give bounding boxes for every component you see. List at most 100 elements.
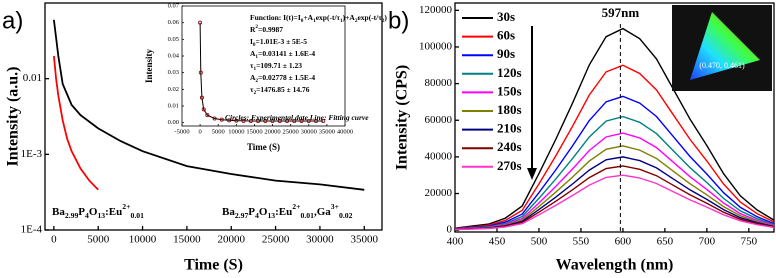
legend-label: 120s (497, 65, 522, 80)
x-axis-label: Time (S) (184, 257, 243, 274)
y-tick-label: 0.01 (168, 102, 179, 109)
superscript: 2 (255, 24, 258, 30)
x-tick-label: 30000 (301, 128, 317, 135)
subscript: 2.99 (65, 211, 79, 220)
spectrum (454, 132, 775, 230)
legend-label: 90s (497, 46, 515, 61)
x-tick-label: 35000 (351, 233, 379, 245)
text-part: R (250, 25, 256, 34)
data-point (314, 119, 319, 124)
spectrum (454, 174, 775, 231)
rich-text: Function: I(t)=I0+A1exp(-t/τ1)+A2exp(-t/… (250, 13, 387, 24)
x-tick-label: 550 (573, 235, 590, 247)
data-point (256, 119, 261, 124)
subscript: 1 (253, 66, 256, 72)
x-tick-label: -5000 (174, 128, 189, 135)
text-part: : Experimental date (247, 113, 310, 122)
data-point (205, 113, 210, 118)
text-part: =1476.85 ± 14.76 (256, 85, 310, 94)
text-part: exp(-t/τ (357, 13, 382, 22)
data-point (263, 119, 268, 124)
subscript: 0.02 (339, 211, 353, 220)
x-tick-label: 35000 (319, 128, 335, 135)
cie-coordinates: (0.470, 0.461) (699, 61, 745, 70)
superscript: 2+ (292, 202, 300, 211)
subscript: 0 (301, 18, 304, 24)
data-point (270, 119, 275, 124)
cie-gamut (690, 12, 760, 80)
x-tick-label: 40000 (337, 128, 353, 135)
text-part: I (250, 37, 253, 46)
legend-label: 270s (497, 158, 522, 173)
x-tick-label: 20000 (264, 128, 280, 135)
spectrum (454, 145, 775, 230)
y-tick-label: 20000 (425, 187, 453, 199)
text-part: ,Ga (314, 206, 331, 218)
y-tick-label: 0.00 (168, 119, 179, 126)
x-tick-label: 5000 (212, 128, 225, 135)
y-tick-label: 40000 (425, 150, 453, 162)
data-point (199, 95, 204, 100)
data-point (201, 107, 206, 112)
y-axis-label: Intensity (a.u.) (5, 66, 22, 166)
spectrum (454, 27, 775, 229)
rich-text: Ba2.99P4O13:Eu2+0.01 (52, 202, 144, 220)
legend-label: 210s (497, 121, 522, 136)
rich-text: τ1=109.71 ± 1.23 (250, 61, 302, 72)
legend-label: 30s (497, 9, 515, 24)
data-point (198, 20, 203, 25)
spectrum (454, 115, 775, 230)
panel-label: b) (388, 7, 409, 34)
subscript: 4 (255, 211, 259, 220)
data-point (248, 119, 253, 124)
x-tick-label: 25000 (262, 233, 290, 245)
x-tick-label: 450 (489, 235, 506, 247)
text-part: A (250, 49, 256, 58)
text-part: =0.9987 (258, 25, 283, 34)
decay-curve (53, 19, 365, 191)
text-part: P (78, 206, 85, 218)
y-tick-label: 1E-3 (21, 148, 43, 160)
subscript: 2 (253, 90, 256, 96)
text-part: P (248, 206, 255, 218)
text-part: Circles (225, 113, 247, 122)
legend-label: 150s (497, 83, 522, 98)
data-point (241, 118, 246, 123)
x-tick-label: 0 (198, 128, 201, 135)
text-part: =1.01E-3 ± 5E-5 (256, 37, 308, 46)
y-tick-label: 80000 (425, 77, 453, 89)
data-point (219, 117, 224, 122)
subscript: 0.01 (300, 211, 314, 220)
superscript: 2+ (122, 202, 130, 211)
text-part: :Eu (105, 206, 122, 218)
rich-text: R2=0.9987 (250, 24, 283, 34)
data-point (277, 119, 282, 124)
subscript: 2 (355, 18, 358, 24)
legend-arrowhead (527, 168, 537, 180)
plot-frame (181, 5, 346, 127)
text-part: =109.71 ± 1.23 (256, 61, 302, 70)
subscript: 13 (97, 211, 105, 220)
subscript: 2 (255, 78, 258, 84)
x-tick-label: 750 (741, 235, 758, 247)
x-tick-label: 25000 (283, 128, 299, 135)
y-tick-label: 1E-4 (21, 224, 43, 236)
subscript: 0 (253, 42, 256, 48)
x-tick-label: 15000 (173, 233, 201, 245)
y-tick-label: 120000 (419, 4, 453, 16)
x-tick-label: 5000 (87, 233, 110, 245)
rich-text: τ2=1476.85 ± 14.76 (250, 85, 310, 96)
text-part: τ (250, 85, 254, 94)
y-tick-label: 0 (447, 224, 453, 236)
y-tick-label: 0.04 (168, 52, 180, 59)
text-part: A (250, 73, 256, 82)
text-part: :Eu (275, 206, 292, 218)
text-part: Ba (222, 206, 235, 218)
legend-label: 180s (497, 102, 522, 117)
text-part: Ba (52, 206, 65, 218)
x-tick-label: 600 (615, 235, 632, 247)
text-part: )+A (343, 13, 356, 22)
x-tick-label: 400 (447, 235, 464, 247)
y-tick-label: 100000 (419, 40, 453, 52)
y-tick-label: 0.01 (23, 72, 42, 84)
